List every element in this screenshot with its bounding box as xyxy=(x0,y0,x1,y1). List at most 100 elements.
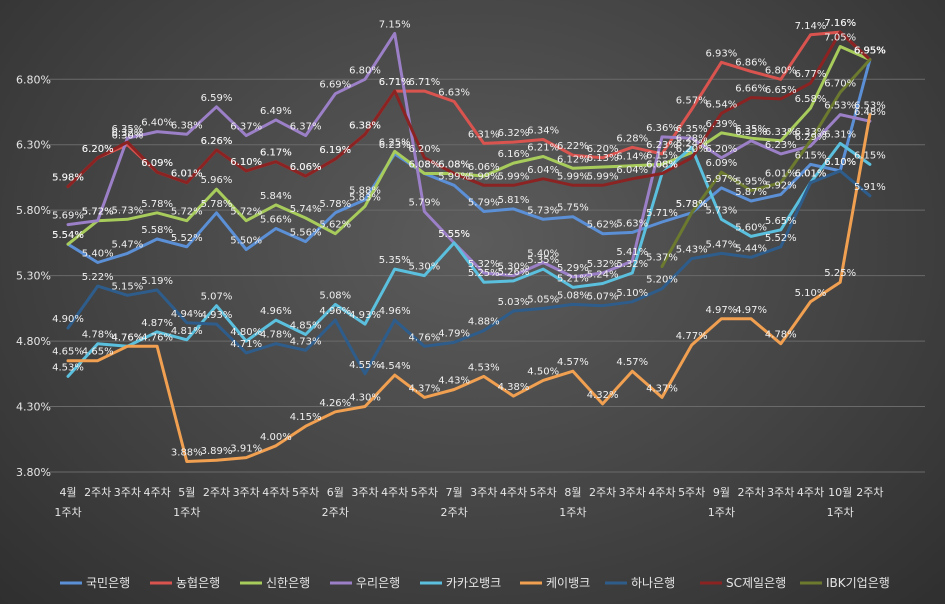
data-label: 6.10% xyxy=(824,157,856,168)
data-label: 5.72% xyxy=(82,207,114,218)
data-label: 6.33% xyxy=(735,127,767,138)
data-label: 5.29% xyxy=(557,263,589,274)
data-label: 6.26% xyxy=(201,136,233,147)
y-tick-label: 5.80% xyxy=(16,204,51,217)
data-label: 6.38% xyxy=(171,120,203,131)
data-label: 6.34% xyxy=(527,125,559,136)
data-label: 6.48% xyxy=(854,107,886,118)
data-label: 4.76% xyxy=(112,332,144,343)
data-label: 6.37% xyxy=(290,122,322,133)
data-label: 6.01% xyxy=(171,169,203,180)
data-label: 7.16% xyxy=(824,18,856,29)
data-label: 4.78% xyxy=(260,330,292,341)
series-line xyxy=(66,45,872,246)
data-label: 5.26% xyxy=(498,267,530,278)
data-label: 4.43% xyxy=(438,376,470,387)
data-label: 6.35% xyxy=(112,124,144,135)
data-label: 6.20% xyxy=(409,144,441,155)
data-label: 6.29% xyxy=(795,132,827,143)
x-tick-label: 5월 xyxy=(178,486,195,499)
data-label: 6.69% xyxy=(319,80,351,91)
data-label: 4.57% xyxy=(557,357,589,368)
data-label: 5.96% xyxy=(201,175,233,186)
x-tick-label: 8월 xyxy=(564,486,581,499)
data-label: 5.10% xyxy=(795,288,827,299)
data-label: 4.81% xyxy=(171,326,203,337)
data-label: 4.78% xyxy=(82,330,114,341)
data-label: 4.76% xyxy=(409,332,441,343)
x-tick-label: 5주차 xyxy=(411,486,438,499)
data-label: 4.96% xyxy=(319,306,351,317)
data-label: 4.53% xyxy=(468,362,500,373)
data-label: 4.93% xyxy=(349,310,381,321)
data-label: 5.43% xyxy=(676,245,708,256)
data-label: 4.65% xyxy=(82,347,114,358)
data-label: 5.32% xyxy=(587,259,619,270)
series-line xyxy=(660,58,872,268)
x-tick-label: 10월 xyxy=(828,486,852,499)
data-label: 6.31% xyxy=(468,129,500,140)
x-tick-label: 5주차 xyxy=(530,486,557,499)
data-label: 5.08% xyxy=(319,290,351,301)
data-label: 5.78% xyxy=(676,199,708,210)
x-tick-label: 6월 xyxy=(327,486,344,499)
data-label: 4.37% xyxy=(646,383,678,394)
data-label: 6.08% xyxy=(646,160,678,171)
data-label: 5.99% xyxy=(498,171,530,182)
data-label: 6.06% xyxy=(290,162,322,173)
data-label: 5.19% xyxy=(141,276,173,287)
data-label: 6.95% xyxy=(854,46,886,57)
data-label: 6.33% xyxy=(795,127,827,138)
data-label: 4.97% xyxy=(735,305,767,316)
series-line xyxy=(66,113,872,463)
x-tick-label: 4주차 xyxy=(143,486,170,499)
data-label: 3.89% xyxy=(201,446,233,457)
data-label: 6.15% xyxy=(795,150,827,161)
data-label: 5.37% xyxy=(646,252,678,263)
data-label: 5.87% xyxy=(735,187,767,198)
data-label: 6.30% xyxy=(112,131,144,142)
legend-label: 우리은행 xyxy=(356,575,400,590)
data-label: 3.88% xyxy=(171,448,203,459)
data-label: 6.19% xyxy=(319,145,351,156)
data-label: 6.39% xyxy=(706,119,738,130)
data-label: 6.08% xyxy=(409,160,441,171)
data-label: 5.75% xyxy=(557,203,589,214)
data-label: 5.79% xyxy=(468,197,500,208)
data-label: 5.10% xyxy=(616,288,648,299)
data-label: 6.53% xyxy=(854,101,886,112)
data-label: 6.93% xyxy=(706,48,738,59)
data-label: 5.56% xyxy=(290,228,322,239)
data-label: 6.95% xyxy=(854,46,886,57)
data-label: 7.15% xyxy=(379,19,411,30)
data-label: 5.88% xyxy=(349,186,381,197)
data-label: 5.55% xyxy=(438,229,470,240)
x-tick-label: 3주차 xyxy=(470,486,497,499)
data-label: 6.59% xyxy=(201,93,233,104)
data-label: 6.63% xyxy=(438,88,470,99)
data-label: 4.76% xyxy=(141,332,173,343)
data-label: 5.98% xyxy=(52,173,84,184)
data-label: 4.50% xyxy=(527,366,559,377)
data-label: 5.66% xyxy=(260,215,292,226)
data-label: 5.74% xyxy=(290,204,322,215)
data-label: 6.15% xyxy=(854,150,886,161)
data-label: 7.14% xyxy=(795,21,827,32)
data-label: 6.28% xyxy=(676,133,708,144)
data-label: 6.04% xyxy=(616,165,648,176)
data-label: 4.96% xyxy=(260,306,292,317)
data-label: 5.99% xyxy=(438,171,470,182)
series-line xyxy=(66,169,872,376)
data-label: 6.01% xyxy=(795,169,827,180)
data-label: 5.73% xyxy=(527,205,559,216)
data-label: 6.20% xyxy=(82,144,114,155)
data-label: 6.10% xyxy=(230,157,262,168)
x-tick-label: 1주차 xyxy=(54,506,81,519)
data-label: 4.71% xyxy=(230,339,262,350)
data-label: 6.32% xyxy=(498,128,530,139)
data-label: 5.05% xyxy=(527,294,559,305)
data-label: 4.87% xyxy=(141,318,173,329)
data-label: 5.73% xyxy=(706,205,738,216)
data-label: 5.72% xyxy=(82,207,114,218)
data-label: 6.80% xyxy=(349,65,381,76)
